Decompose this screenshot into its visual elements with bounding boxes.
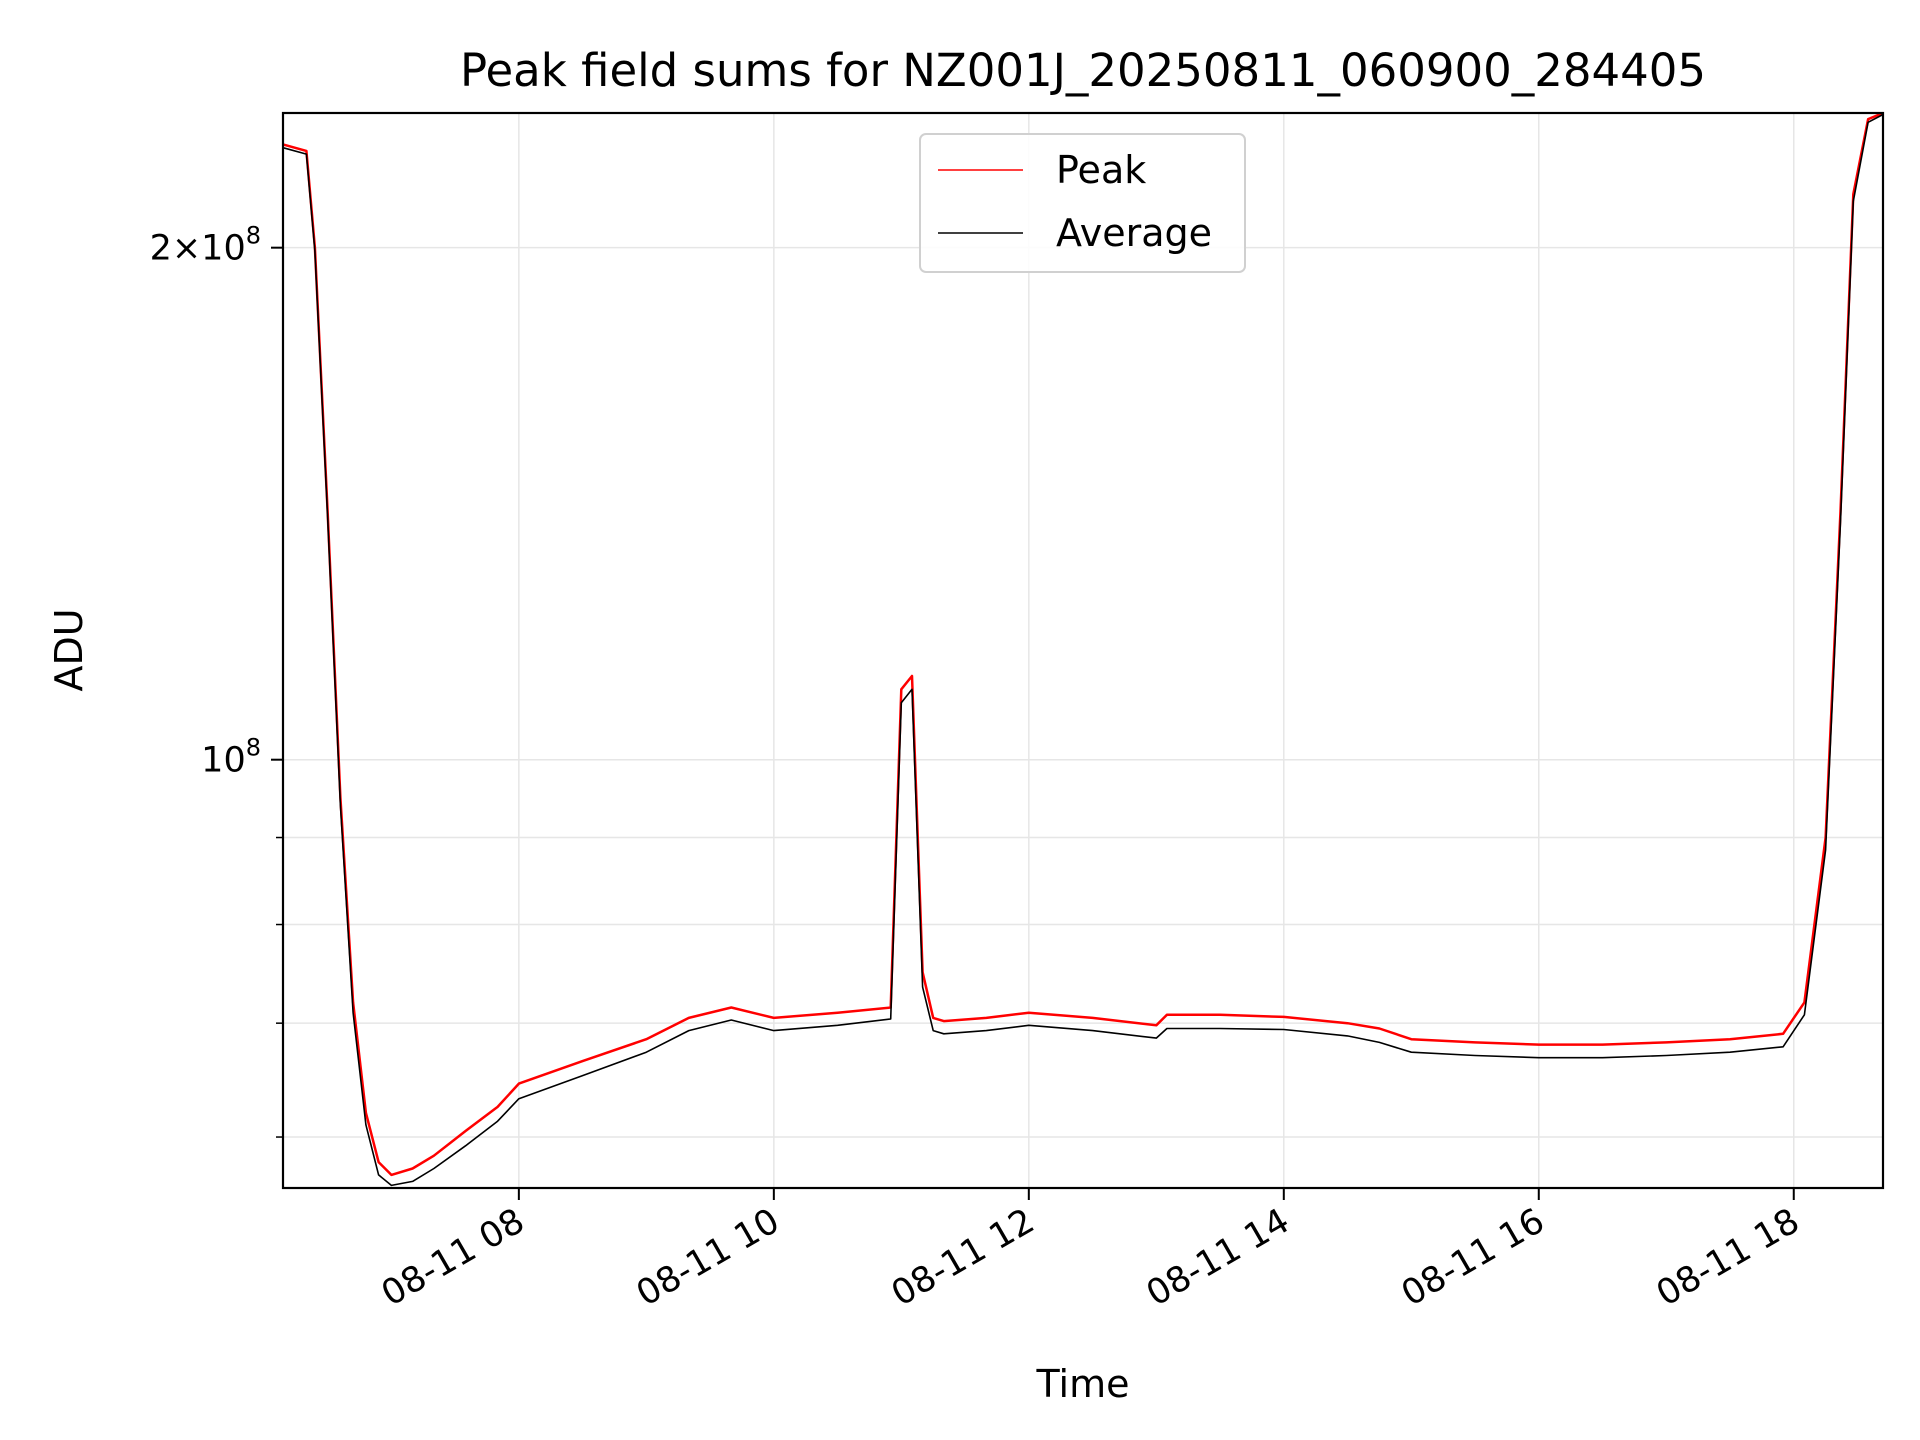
series-line-average bbox=[282, 113, 1884, 1187]
plot-frame bbox=[281, 111, 1885, 1190]
series-layer bbox=[282, 111, 1884, 1187]
legend-label-peak: Peak bbox=[1056, 148, 1146, 192]
series-line-peak bbox=[282, 111, 1884, 1177]
legend: Peak Average bbox=[919, 133, 1246, 273]
grid bbox=[283, 113, 1883, 1188]
legend-box bbox=[919, 133, 1246, 273]
y-tick-label: 2×108 bbox=[150, 222, 261, 269]
y-axis-label: ADU bbox=[47, 608, 91, 691]
y-tick-label: 108 bbox=[201, 734, 261, 781]
x-axis-label: Time bbox=[1036, 1362, 1130, 1406]
chart-title: Peak field sums for NZ001J_20250811_0609… bbox=[460, 44, 1706, 97]
legend-label-average: Average bbox=[1056, 211, 1212, 255]
